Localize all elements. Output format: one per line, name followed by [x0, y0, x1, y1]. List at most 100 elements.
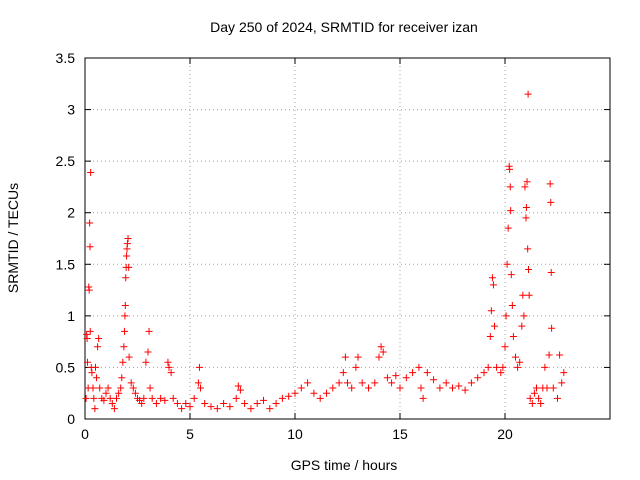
data-point — [523, 178, 531, 186]
data-point — [207, 403, 215, 411]
data-point — [455, 382, 463, 390]
y-tick-label: 0.5 — [56, 359, 76, 375]
data-point — [417, 384, 425, 392]
data-point — [220, 400, 228, 408]
data-point — [236, 386, 244, 394]
data-point — [442, 379, 450, 387]
data-point — [131, 389, 139, 397]
data-point — [419, 394, 427, 402]
data-point — [93, 374, 101, 382]
data-point — [85, 286, 93, 294]
data-point — [123, 252, 131, 260]
data-point — [354, 353, 362, 361]
y-tick-label: 1 — [67, 308, 75, 324]
data-point — [388, 379, 396, 387]
data-point — [278, 394, 286, 402]
data-point — [488, 274, 496, 282]
data-point — [402, 374, 410, 382]
data-point — [379, 348, 387, 356]
data-point — [195, 363, 203, 371]
data-point — [371, 379, 379, 387]
data-point — [509, 332, 517, 340]
data-point — [260, 396, 267, 404]
data-point — [148, 394, 156, 402]
data-point — [474, 374, 482, 382]
data-point — [121, 312, 129, 320]
data-point — [375, 353, 383, 361]
data-point — [127, 379, 135, 387]
data-point — [247, 405, 255, 413]
data-point — [125, 353, 133, 361]
data-point — [129, 384, 137, 392]
data-point — [145, 327, 153, 335]
data-point — [524, 90, 532, 98]
data-point — [329, 384, 337, 392]
data-point — [449, 384, 456, 392]
data-point — [88, 369, 96, 377]
data-point — [113, 394, 120, 402]
data-point — [197, 384, 204, 392]
data-point — [138, 400, 146, 408]
data-point — [226, 403, 234, 411]
data-point — [291, 389, 299, 397]
data-point — [537, 400, 545, 408]
data-point — [365, 384, 372, 392]
data-point — [507, 271, 515, 279]
data-point — [119, 358, 127, 366]
data-point — [506, 183, 514, 191]
data-point — [396, 384, 404, 392]
data-point — [547, 198, 555, 206]
data-point — [521, 183, 529, 191]
data-point — [352, 363, 360, 371]
data-point — [82, 394, 90, 402]
data-point — [506, 165, 514, 173]
data-point — [491, 322, 498, 330]
data-point — [173, 400, 181, 408]
x-tick-label: 0 — [81, 426, 89, 442]
data-point — [518, 322, 526, 330]
data-point — [501, 343, 509, 351]
data-point — [383, 374, 391, 382]
data-point — [115, 389, 123, 397]
data-point — [516, 358, 524, 366]
axis-ticks: 0 5 10 15 20 0 0.5 1 1.5 2 2.5 3 3.5 — [56, 50, 610, 442]
data-point — [86, 243, 94, 251]
y-tick-label: 2 — [67, 205, 75, 221]
data-point — [423, 369, 431, 377]
data-point — [165, 363, 173, 371]
data-point — [530, 389, 538, 397]
data-point — [549, 384, 557, 392]
data-point — [140, 394, 148, 402]
data-point — [178, 405, 186, 413]
data-point — [118, 374, 126, 382]
data-point — [152, 400, 160, 408]
data-point — [201, 400, 209, 408]
data-point — [341, 353, 349, 361]
data-point — [304, 379, 312, 387]
data-point — [316, 394, 324, 402]
data-point — [167, 369, 175, 377]
data-point — [234, 382, 242, 390]
data-point — [547, 269, 555, 277]
grid-lines — [85, 58, 610, 419]
data-point — [310, 389, 318, 397]
data-point — [83, 335, 91, 343]
data-point — [344, 379, 351, 387]
data-point — [436, 384, 444, 392]
data-point — [533, 384, 540, 392]
data-point — [190, 394, 198, 402]
data-point — [519, 291, 527, 299]
y-tick-label: 3 — [67, 102, 75, 118]
data-point — [430, 376, 438, 384]
data-point — [358, 379, 366, 387]
data-point — [146, 384, 154, 392]
data-point — [144, 348, 152, 356]
plot-frame — [84, 57, 611, 420]
data-point — [232, 394, 240, 402]
data-point — [507, 207, 515, 215]
data-point — [487, 307, 495, 315]
y-tick-label: 3.5 — [56, 50, 76, 66]
data-points — [82, 90, 568, 413]
data-point — [461, 386, 469, 394]
data-point — [504, 224, 512, 232]
